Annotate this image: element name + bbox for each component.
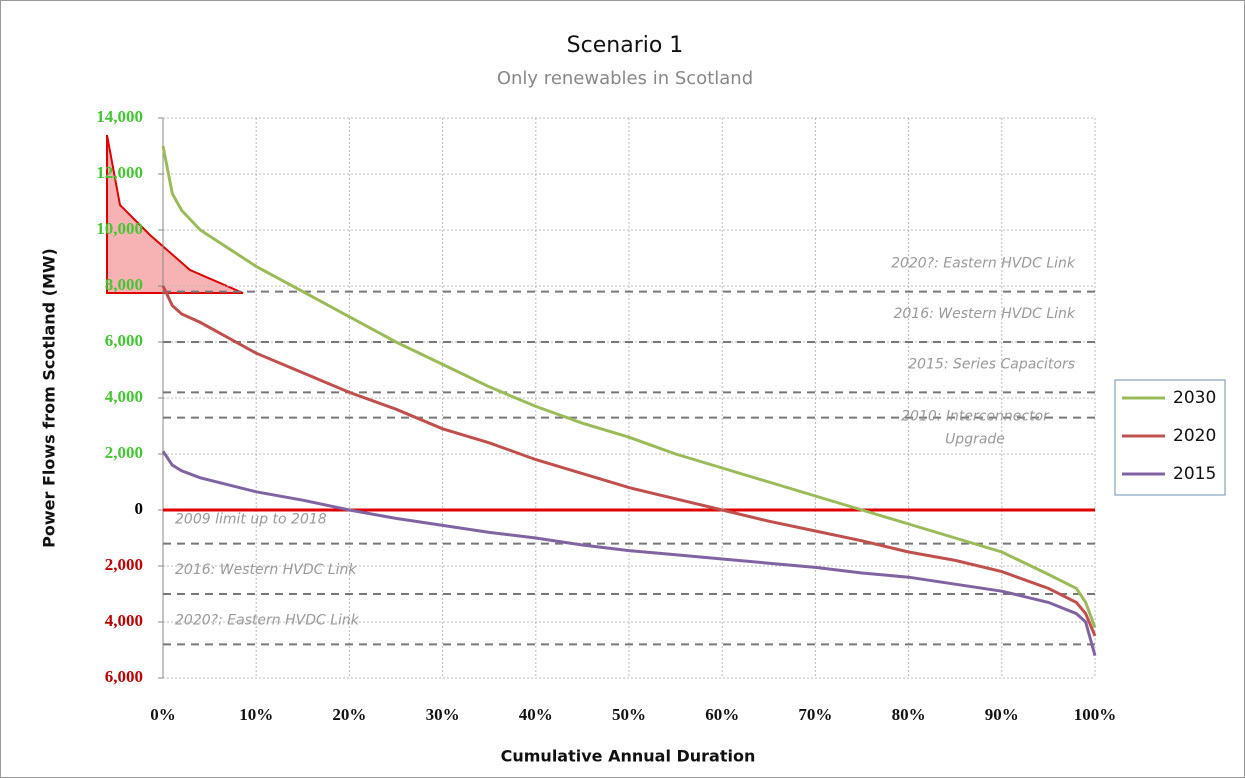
y-tick-label: 10,000 bbox=[96, 219, 143, 238]
y-tick-label: 4,000 bbox=[105, 387, 143, 406]
x-tick-label: 100% bbox=[1074, 705, 1117, 724]
reference-label: 2020?: Eastern HVDC Link bbox=[175, 612, 360, 628]
x-tick-label: 20% bbox=[332, 705, 366, 724]
x-tick-label: 60% bbox=[705, 705, 739, 724]
x-tick-label: 70% bbox=[798, 705, 832, 724]
series-line bbox=[161, 285, 1097, 637]
x-tick-label: 40% bbox=[519, 705, 553, 724]
reference-label: 2016: Western HVDC Link bbox=[175, 562, 357, 578]
y-axis-title: Power Flows from Scotland (MW) bbox=[40, 248, 59, 548]
highlight-shape bbox=[106, 134, 244, 294]
series-line bbox=[161, 450, 1097, 657]
x-tick-label: 0% bbox=[150, 705, 176, 724]
reference-label: 2015: Series Capacitors bbox=[908, 356, 1075, 372]
x-tick-label: 50% bbox=[612, 705, 646, 724]
x-axis-title: Cumulative Annual Duration bbox=[501, 747, 756, 766]
y-tick-label: 4,000 bbox=[105, 611, 143, 630]
y-tick-label: 6,000 bbox=[105, 331, 143, 350]
y-tick-label: 12,000 bbox=[96, 163, 143, 182]
reference-label: 2016: Western HVDC Link bbox=[893, 306, 1075, 322]
legend-label: 2030 bbox=[1173, 388, 1216, 408]
y-tick-label: 0 bbox=[135, 499, 144, 518]
y-tick-label: 6,000 bbox=[105, 667, 143, 686]
chart-subtitle: Only renewables in Scotland bbox=[497, 68, 753, 89]
reference-label: Upgrade bbox=[945, 432, 1005, 448]
reference-label: 2020?: Eastern HVDC Link bbox=[891, 256, 1076, 272]
y-tick-label: 8,000 bbox=[105, 275, 143, 294]
y-tick-label: 2,000 bbox=[105, 555, 143, 574]
series-line bbox=[161, 145, 1097, 629]
x-tick-label: 30% bbox=[426, 705, 460, 724]
y-tick-label: 2,000 bbox=[105, 443, 143, 462]
legend-label: 2020 bbox=[1173, 426, 1216, 446]
x-tick-label: 90% bbox=[985, 705, 1019, 724]
chart-title: Scenario 1 bbox=[567, 33, 684, 58]
x-tick-label: 80% bbox=[892, 705, 926, 724]
legend-label: 2015 bbox=[1173, 464, 1216, 484]
reference-label: 2009 limit up to 2018 bbox=[175, 512, 327, 528]
reference-label: 2010: Interconnector bbox=[901, 409, 1050, 425]
x-tick-label: 10% bbox=[239, 705, 273, 724]
y-tick-label: 14,000 bbox=[96, 107, 143, 126]
